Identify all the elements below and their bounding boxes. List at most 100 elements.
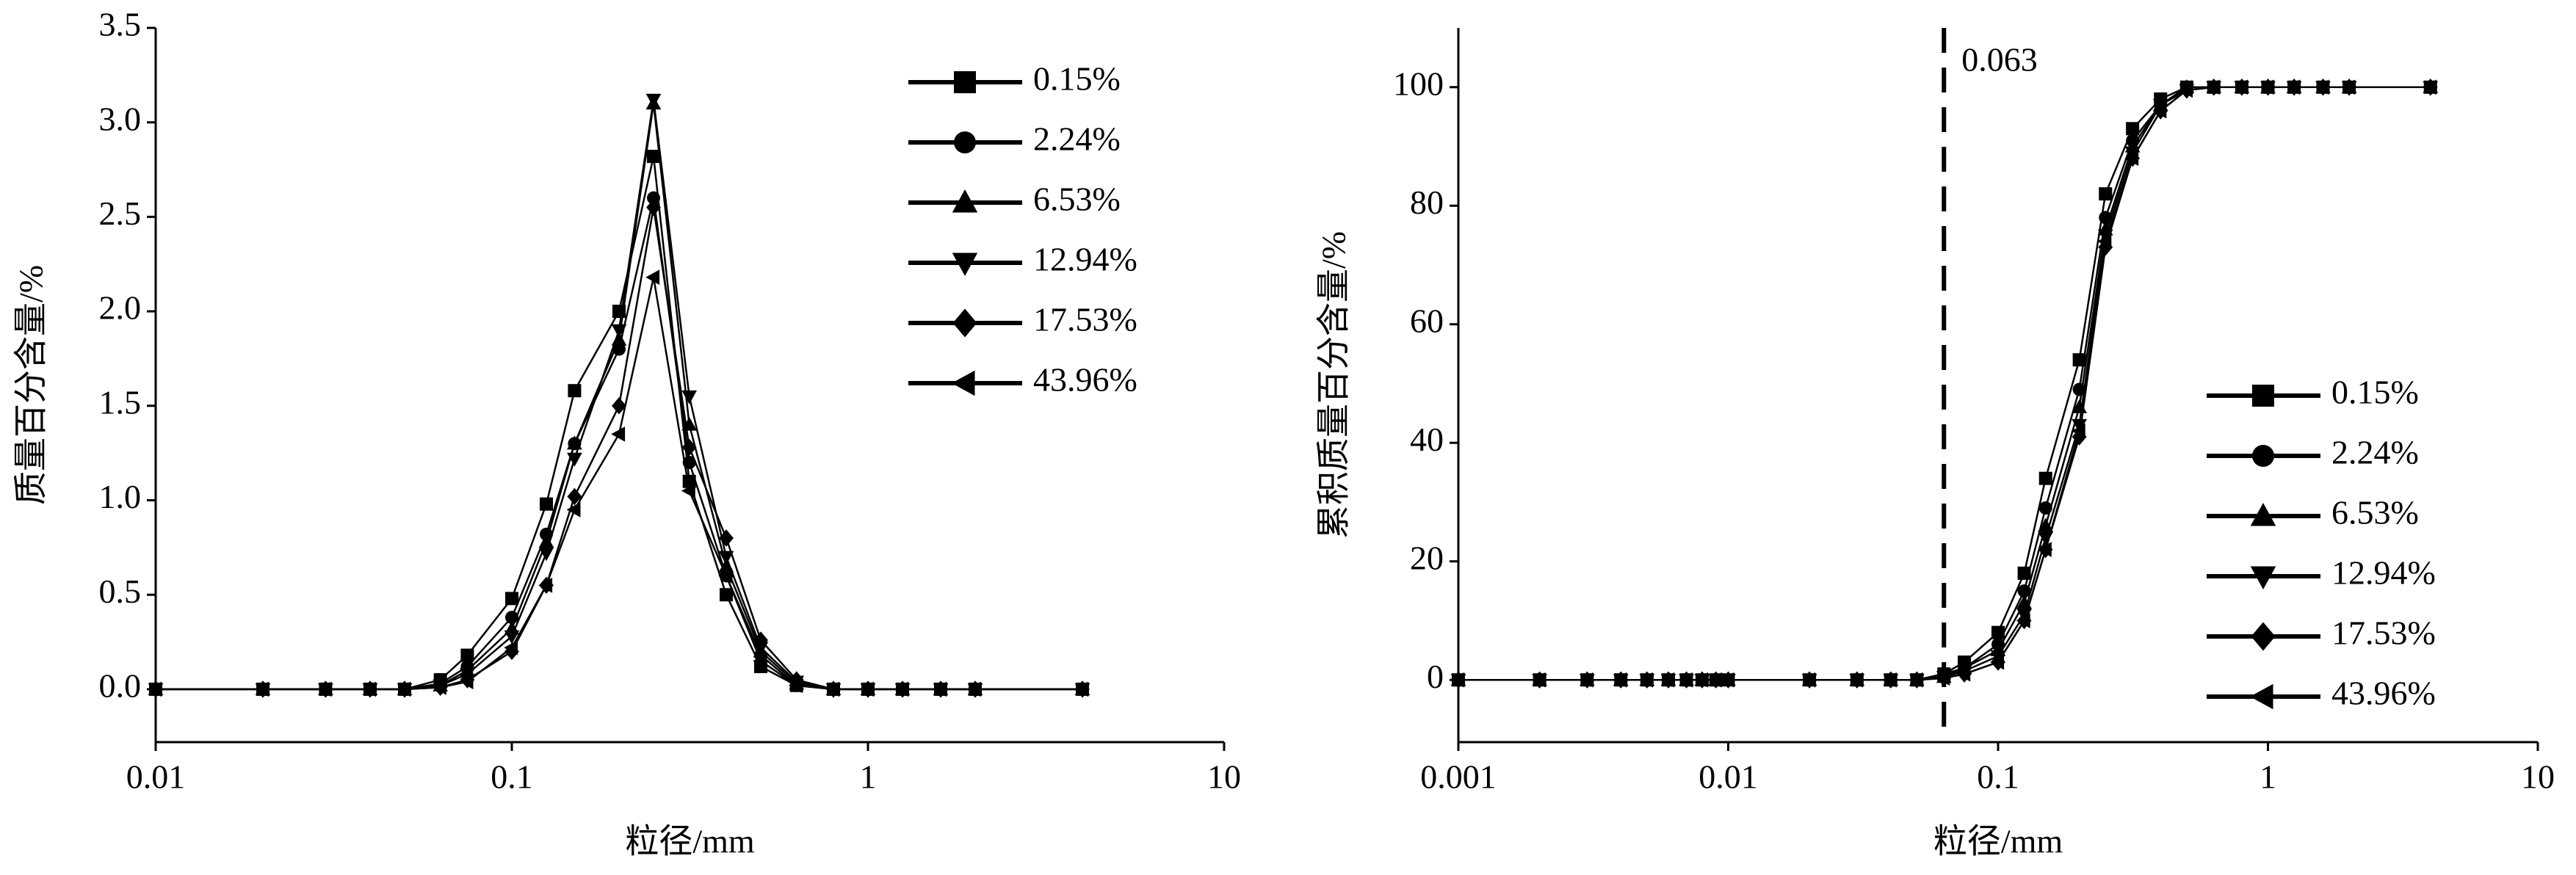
data-point <box>567 487 582 506</box>
data-point <box>1849 672 1863 688</box>
data-point <box>317 681 332 697</box>
data-point <box>753 653 767 669</box>
data-point <box>1909 672 1923 688</box>
x-tick-label: 0.1 <box>491 758 533 796</box>
legend-label: 17.53% <box>2331 614 2436 652</box>
data-point <box>825 681 840 697</box>
data-point <box>719 588 733 602</box>
data-point <box>2422 79 2436 95</box>
data-point <box>2315 79 2329 95</box>
y-tick-label: 0.0 <box>99 667 142 704</box>
data-point <box>255 681 269 697</box>
data-point <box>681 438 697 457</box>
data-point <box>1956 666 1971 682</box>
data-point <box>2124 150 2139 166</box>
data-point <box>2286 79 2301 95</box>
data-point <box>568 384 582 398</box>
y-tick-label: 1.0 <box>99 478 142 515</box>
data-point <box>397 681 411 697</box>
data-point <box>460 648 474 662</box>
legend-marker <box>2251 622 2276 651</box>
legend-marker <box>952 253 978 276</box>
legend-marker <box>2250 683 2273 710</box>
legend-label: 43.96% <box>2331 675 2436 712</box>
data-point <box>2097 233 2112 250</box>
y-tick-label: 2.5 <box>99 195 142 232</box>
data-point <box>1720 672 1734 688</box>
legend-label: 43.96% <box>1033 361 1137 399</box>
y-tick-label: 60 <box>1410 302 1444 339</box>
data-point <box>681 483 695 498</box>
series-line <box>156 103 1082 691</box>
series-line <box>156 99 1082 691</box>
data-point <box>2205 79 2220 95</box>
legend-label: 6.53% <box>1033 181 1121 218</box>
data-point <box>1450 672 1465 688</box>
y-axis-label: 累积质量百分含量/% <box>1315 231 1353 539</box>
data-point <box>2037 542 2052 557</box>
legend-label: 2.24% <box>1033 120 1121 158</box>
data-point <box>647 150 661 164</box>
data-point <box>566 502 581 518</box>
y-axis-label: 质量百分含量/% <box>12 265 50 505</box>
data-point <box>432 680 446 695</box>
data-point <box>1801 672 1816 688</box>
legend-marker <box>2252 385 2274 407</box>
legend-label: 0.15% <box>2331 374 2419 411</box>
data-point <box>505 592 518 606</box>
data-point <box>1074 681 1089 697</box>
data-point <box>538 547 554 562</box>
data-point <box>1579 672 1593 688</box>
data-point <box>2126 122 2140 136</box>
legend-marker <box>2250 566 2276 589</box>
legend-marker <box>2252 445 2274 467</box>
legend-label: 12.94% <box>1033 241 1137 278</box>
y-tick-label: 80 <box>1410 184 1444 221</box>
data-point <box>681 390 698 404</box>
data-point <box>1678 672 1693 688</box>
data-point <box>967 681 982 697</box>
data-point <box>2038 471 2052 485</box>
x-tick-label: 0.1 <box>1977 758 2019 796</box>
data-point <box>540 497 554 511</box>
data-point <box>1707 672 1722 688</box>
data-point <box>646 198 661 217</box>
data-point <box>1694 672 1708 688</box>
y-tick-label: 20 <box>1410 539 1444 576</box>
data-point <box>2152 103 2167 119</box>
y-tick-label: 3.5 <box>99 6 142 43</box>
data-point <box>788 678 803 694</box>
data-point <box>2234 79 2248 95</box>
data-point <box>1936 670 1950 686</box>
data-point <box>459 674 474 689</box>
x-tick-label: 0.01 <box>126 758 186 796</box>
data-point <box>645 93 662 108</box>
legend-marker <box>2250 503 2276 526</box>
legend-label: 2.24% <box>2331 434 2419 471</box>
legend-label: 0.15% <box>1033 60 1121 98</box>
x-axis-label: 粒径/mm <box>625 823 755 860</box>
y-tick-label: 0.5 <box>99 573 142 610</box>
data-point <box>645 269 660 286</box>
data-point <box>860 681 875 697</box>
data-point <box>504 630 520 645</box>
legend-marker <box>952 189 978 213</box>
data-point <box>1882 672 1897 688</box>
data-point <box>1531 672 1546 688</box>
data-point <box>611 324 627 338</box>
x-axis-label: 粒径/mm <box>1933 823 2063 860</box>
data-point <box>1613 672 1627 688</box>
data-point <box>2341 79 2356 95</box>
x-tick-label: 1 <box>2260 758 2276 796</box>
series-line <box>156 197 1082 691</box>
data-point <box>2260 79 2274 95</box>
x-tick-label: 0.001 <box>1420 758 1497 796</box>
y-tick-label: 3.0 <box>99 100 142 137</box>
legend-label: 6.53% <box>2331 494 2419 531</box>
legend-marker <box>952 308 977 338</box>
x-tick-label: 1 <box>860 758 877 796</box>
legend-label: 12.94% <box>2331 554 2436 592</box>
data-point <box>1990 654 2005 670</box>
data-point <box>1991 625 2005 639</box>
